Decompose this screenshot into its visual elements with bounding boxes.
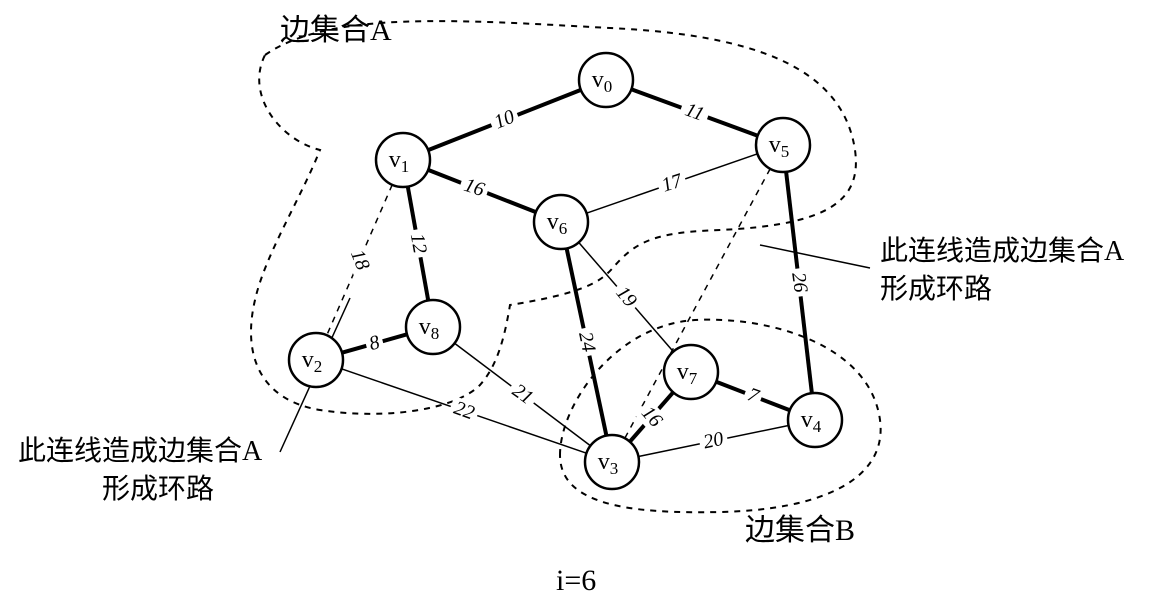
node-v1: v1 [376,133,430,187]
svg-text:26: 26 [787,271,812,294]
node-v0: v0 [579,53,633,107]
label-annR1: 此连线造成边集合A [880,235,1125,267]
edge-label-v7-v4: 7 [741,382,765,409]
svg-text:12: 12 [406,232,431,256]
node-v4: v4 [788,393,842,447]
node-v7: v7 [664,345,718,399]
node-v2: v2 [289,333,343,387]
edge-label-v3-v4: 20 [697,427,729,455]
edge-label-v5-v4: 26 [786,267,812,298]
label-annL2: 形成环路 [102,473,214,505]
svg-text:21: 21 [508,379,537,408]
label-labelA: 边集合A [280,14,392,47]
edge-label-v6-v3: 24 [573,326,601,358]
nodes-layer: v0 v1 v5 v6 v8 v2 v7 v4 v3 [289,53,842,489]
edge-label-v1-v6: 16 [457,173,491,203]
label-labelB: 边集合B [745,514,855,547]
node-v6: v6 [534,195,588,249]
labels-layer: 边集合A边集合Bi=6此连线造成边集合A形成环路此连线造成边集合A形成环路 [18,14,1125,597]
edge-label-v2-v3: 22 [447,395,481,426]
edge-label-v6-v5: 17 [655,168,689,198]
edge-label-v0-v5: 11 [678,97,712,128]
leader-0 [760,245,870,268]
edge-label-v1-v8: 12 [405,228,432,259]
label-annR2: 形成环路 [880,273,992,305]
edge-label-v8-v3: 21 [505,377,541,411]
label-iLabel: i=6 [556,564,596,597]
node-v5: v5 [756,118,810,172]
edge-label-v1-v2: 18 [344,243,375,277]
edge-label-v2-v8: 8 [363,330,385,356]
edge-label-v0-v1: 10 [487,104,521,135]
node-v8: v8 [406,300,460,354]
edge-label-v6-v7: 19 [609,279,644,315]
node-v3: v3 [585,435,639,489]
label-annL1: 此连线造成边集合A [18,435,263,467]
graph-diagram: 1011161718128192426212216720v0v1v5v6v8v2… [0,0,1152,616]
